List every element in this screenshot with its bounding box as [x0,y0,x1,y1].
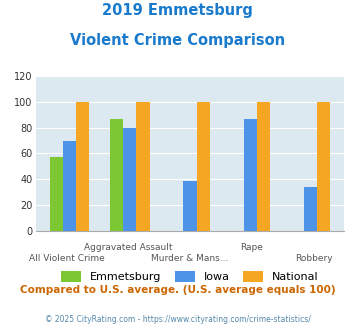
Bar [136,102,149,231]
Bar [123,128,136,231]
Bar [183,181,197,231]
Bar [76,102,89,231]
Text: Robbery: Robbery [295,254,332,263]
Bar [257,102,270,231]
Text: All Violent Crime: All Violent Crime [28,254,104,263]
Text: © 2025 CityRating.com - https://www.cityrating.com/crime-statistics/: © 2025 CityRating.com - https://www.city… [45,315,310,324]
Bar [304,187,317,231]
Bar [63,141,76,231]
Text: 2019 Emmetsburg: 2019 Emmetsburg [102,3,253,18]
Bar [317,102,330,231]
Text: Violent Crime Comparison: Violent Crime Comparison [70,33,285,48]
Bar [110,118,123,231]
Text: Compared to U.S. average. (U.S. average equals 100): Compared to U.S. average. (U.S. average … [20,285,335,295]
Text: Rape: Rape [240,243,263,251]
Bar [244,118,257,231]
Bar [50,157,63,231]
Text: Murder & Mans...: Murder & Mans... [151,254,229,263]
Text: Aggravated Assault: Aggravated Assault [84,243,173,251]
Bar [197,102,210,231]
Legend: Emmetsburg, Iowa, National: Emmetsburg, Iowa, National [61,271,318,282]
